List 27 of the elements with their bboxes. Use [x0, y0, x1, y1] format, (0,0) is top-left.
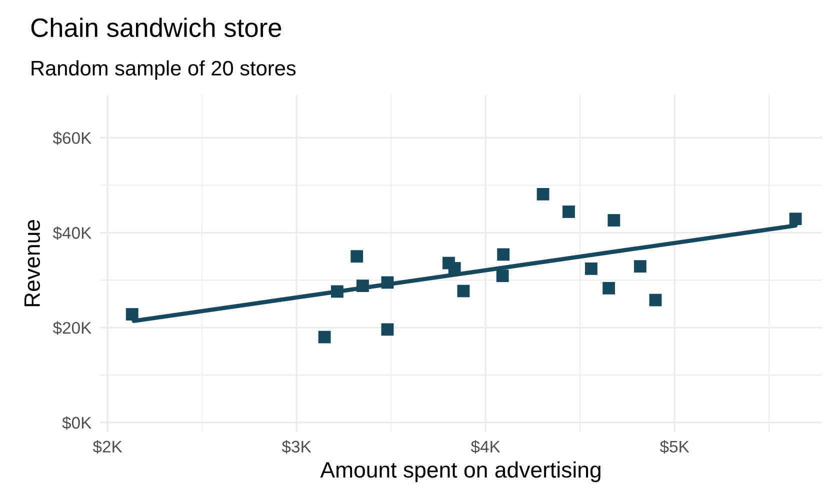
- x-tick-label: $3K: [282, 440, 312, 454]
- point: [585, 262, 598, 275]
- point: [318, 330, 331, 344]
- point: [634, 260, 646, 273]
- point: [457, 284, 470, 298]
- y-tick-label: $60K: [52, 131, 92, 145]
- chart-subtitle: Random sample of 20 stores: [32, 60, 296, 80]
- point: [496, 270, 509, 282]
- point: [536, 188, 550, 200]
- point: [608, 214, 620, 227]
- y-axis-title: Revenue: [24, 220, 40, 306]
- point: [602, 282, 616, 294]
- x-tick-label: $4K: [470, 440, 500, 454]
- point: [789, 212, 802, 226]
- x-tick-label: $2K: [92, 440, 122, 454]
- point: [126, 308, 138, 320]
- chart-title: Chain sandwich store: [31, 18, 282, 38]
- point: [649, 294, 662, 306]
- x-axis-title: Amount spent on advertising: [320, 461, 600, 482]
- point: [381, 323, 394, 336]
- y-tick-label: $40K: [52, 226, 92, 240]
- x-tick-label: $5K: [660, 440, 690, 454]
- point: [350, 250, 364, 263]
- y-tick-label: $20K: [52, 321, 92, 335]
- y-tick-label: $0K: [62, 416, 92, 430]
- point: [497, 248, 510, 261]
- point: [562, 206, 575, 218]
